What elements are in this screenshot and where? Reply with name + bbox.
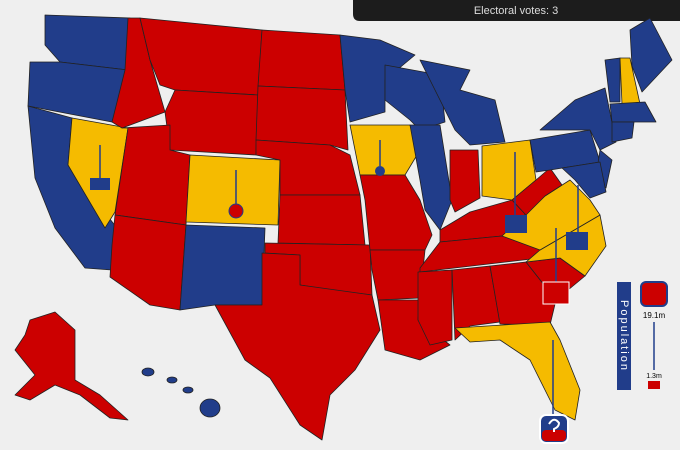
state[interactable] [419,59,506,146]
state[interactable] [611,121,635,143]
population-legend: Population 19.1m 1.3m [617,281,668,390]
state[interactable] [141,367,155,377]
state[interactable] [164,89,259,156]
state[interactable] [451,265,501,341]
state[interactable] [185,154,281,226]
state[interactable] [449,149,481,213]
top-bar [353,0,680,21]
pins [90,140,588,444]
state[interactable] [489,261,557,326]
state[interactable] [199,398,221,418]
state[interactable] [14,311,129,421]
donkey-icon [90,178,110,190]
state[interactable] [604,57,621,103]
elephant-icon [542,281,570,305]
tossup-icon [375,166,385,176]
state[interactable] [109,214,187,311]
state[interactable] [166,376,178,384]
state[interactable] [369,249,426,301]
legend-title: Population [618,300,630,372]
state[interactable] [257,29,346,91]
state[interactable] [359,174,433,251]
elephant-icon-small [648,381,660,389]
state[interactable] [561,161,607,199]
state[interactable] [182,386,194,394]
state[interactable] [629,17,673,93]
tossup-icon-base [542,430,566,441]
legend-max: 19.1m [643,311,666,320]
state[interactable] [417,269,453,346]
tossup-icon [228,203,244,219]
state[interactable] [454,321,581,421]
state[interactable] [214,252,381,441]
state[interactable] [349,124,421,176]
question-icon [548,418,561,432]
states [14,14,673,441]
state[interactable] [255,85,349,151]
legend-box [617,282,631,390]
state[interactable] [139,17,263,96]
state[interactable] [277,194,366,246]
electoral-votes: Electoral votes: 3 [474,5,558,17]
elephant-icon [640,281,668,307]
state[interactable] [539,87,617,151]
legend-min: 1.3m [646,373,662,380]
donkey-icon [505,215,527,233]
state[interactable] [179,224,266,311]
state[interactable] [609,101,657,123]
donkey-icon [566,232,588,250]
